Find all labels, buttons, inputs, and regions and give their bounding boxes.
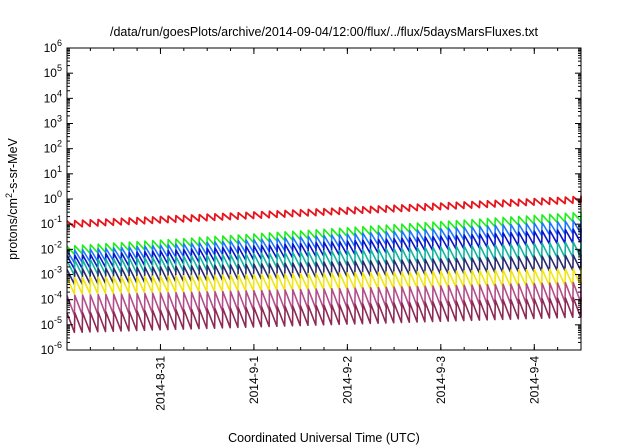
x-axis: 2014-8-31 2014-9-1 2014-9-2 2014-9-3 2014-9-… bbox=[66, 48, 582, 411]
x-tick-label: 2014-9-4 bbox=[527, 356, 541, 404]
y-axis-title-suffix: -s-sr-MeV bbox=[6, 137, 20, 193]
y-axis: 10-610-510-410-310-210-11001011021031041… bbox=[41, 38, 581, 357]
y-tick-label: 100 bbox=[44, 189, 62, 206]
y-tick-label: 10-1 bbox=[41, 214, 62, 231]
y-tick-exponent: 2 bbox=[57, 139, 62, 149]
y-tick-exponent: -6 bbox=[54, 340, 62, 350]
x-axis-title: Coordinated Universal Time (UTC) bbox=[228, 431, 420, 445]
series-line-3 bbox=[66, 219, 582, 264]
y-tick-exponent: 0 bbox=[57, 189, 62, 199]
series-line-9 bbox=[66, 296, 582, 334]
y-tick-base: 10 bbox=[44, 192, 58, 206]
y-tick-base: 10 bbox=[44, 41, 58, 55]
y-tick-base: 10 bbox=[44, 117, 58, 131]
y-tick-exponent: 4 bbox=[57, 88, 62, 98]
y-tick-exponent: -2 bbox=[54, 239, 62, 249]
y-tick-exponent: -1 bbox=[54, 214, 62, 224]
series-group bbox=[66, 195, 582, 334]
y-tick-exponent: 1 bbox=[57, 164, 62, 174]
y-tick-exponent: 3 bbox=[57, 114, 62, 124]
y-tick-base: 10 bbox=[41, 217, 55, 231]
y-tick-exponent: -4 bbox=[54, 290, 62, 300]
y-tick-base: 10 bbox=[44, 66, 58, 80]
y-tick-label: 10-2 bbox=[41, 239, 62, 256]
y-tick-label: 10-4 bbox=[41, 290, 62, 307]
series-line-6 bbox=[66, 254, 582, 286]
y-tick-label: 102 bbox=[44, 139, 62, 156]
series-line-5 bbox=[66, 241, 582, 277]
y-tick-label: 10-5 bbox=[41, 315, 62, 332]
y-tick-label: 106 bbox=[44, 38, 62, 55]
y-tick-base: 10 bbox=[44, 167, 58, 181]
y-tick-base: 10 bbox=[41, 318, 55, 332]
series-line-8 bbox=[66, 281, 582, 316]
y-axis-title-sup: 2 bbox=[4, 193, 14, 198]
y-tick-base: 10 bbox=[41, 268, 55, 282]
y-tick-label: 10-6 bbox=[41, 340, 62, 357]
y-axis-title-prefix: protons/cm bbox=[6, 198, 20, 260]
x-tick-label: 2014-8-31 bbox=[153, 356, 167, 411]
y-tick-base: 10 bbox=[41, 242, 55, 256]
y-tick-exponent: -3 bbox=[54, 265, 62, 275]
y-tick-base: 10 bbox=[41, 343, 55, 357]
y-tick-base: 10 bbox=[41, 293, 55, 307]
y-axis-title: protons/cm2-s-sr-MeV bbox=[4, 137, 20, 259]
x-tick-label: 2014-9-3 bbox=[434, 356, 448, 404]
y-tick-exponent: 5 bbox=[57, 63, 62, 73]
chart-title: /data/run/goesPlots/archive/2014-09-04/1… bbox=[110, 25, 539, 39]
series-line-2 bbox=[66, 211, 582, 256]
series-line-1 bbox=[66, 195, 582, 228]
y-tick-label: 10-3 bbox=[41, 265, 62, 282]
x-tick-label: 2014-9-2 bbox=[340, 356, 354, 404]
y-tick-label: 103 bbox=[44, 114, 62, 131]
series-line-7 bbox=[66, 267, 582, 295]
y-tick-base: 10 bbox=[44, 91, 58, 105]
x-tick-label: 2014-9-1 bbox=[247, 356, 261, 404]
y-tick-label: 104 bbox=[44, 88, 62, 105]
y-tick-label: 105 bbox=[44, 63, 62, 80]
y-tick-label: 101 bbox=[44, 164, 62, 181]
series-line-4 bbox=[66, 228, 582, 270]
y-tick-base: 10 bbox=[44, 142, 58, 156]
y-tick-exponent: 6 bbox=[57, 38, 62, 48]
y-tick-exponent: -5 bbox=[54, 315, 62, 325]
